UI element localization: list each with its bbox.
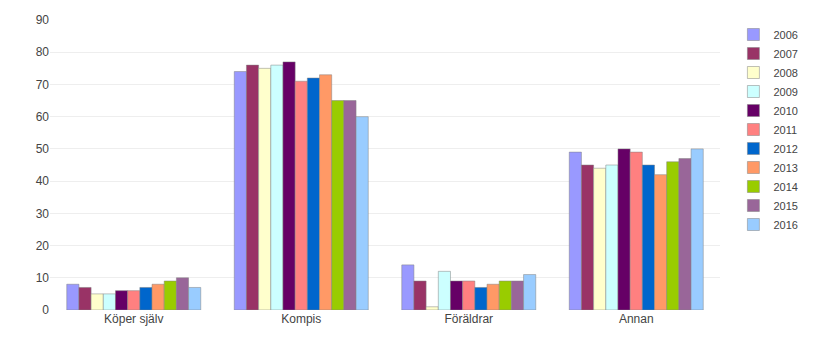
svg-text:2009: 2009 xyxy=(773,86,797,98)
svg-text:20: 20 xyxy=(36,239,50,253)
svg-text:2006: 2006 xyxy=(773,29,797,41)
svg-text:2011: 2011 xyxy=(773,124,797,136)
svg-text:80: 80 xyxy=(36,45,50,59)
svg-text:2014: 2014 xyxy=(773,181,797,193)
svg-text:90: 90 xyxy=(36,13,50,27)
svg-text:2010: 2010 xyxy=(773,105,797,117)
svg-text:Föräldrar: Föräldrar xyxy=(444,312,493,326)
svg-text:2015: 2015 xyxy=(773,200,797,212)
svg-text:2016: 2016 xyxy=(773,219,797,231)
svg-text:70: 70 xyxy=(36,78,50,92)
svg-text:0: 0 xyxy=(42,303,49,317)
svg-text:Kompis: Kompis xyxy=(281,312,321,326)
svg-text:2008: 2008 xyxy=(773,67,797,79)
svg-text:60: 60 xyxy=(36,110,50,124)
svg-text:Annan: Annan xyxy=(619,312,654,326)
svg-text:40: 40 xyxy=(36,174,50,188)
svg-text:2007: 2007 xyxy=(773,48,797,60)
svg-text:30: 30 xyxy=(36,207,50,221)
svg-text:Köper själv: Köper själv xyxy=(104,312,163,326)
svg-text:2013: 2013 xyxy=(773,162,797,174)
svg-text:50: 50 xyxy=(36,142,50,156)
svg-text:10: 10 xyxy=(36,271,50,285)
svg-text:2012: 2012 xyxy=(773,143,797,155)
